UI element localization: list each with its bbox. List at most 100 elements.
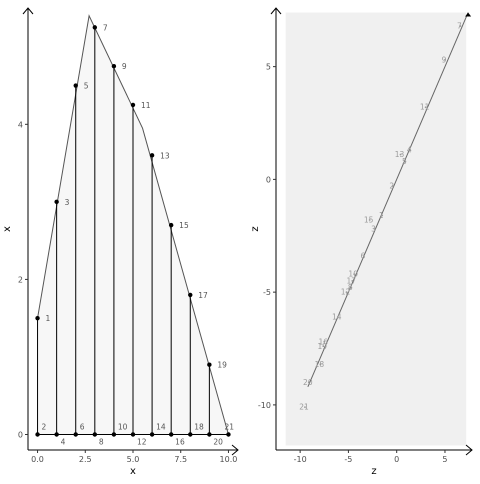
stem-point xyxy=(111,63,117,69)
stem-point-label: 9 xyxy=(122,62,127,71)
stem-point xyxy=(149,153,155,158)
scatter-point xyxy=(381,214,384,217)
scatter-point-label: 20 xyxy=(303,378,313,387)
stem-point xyxy=(54,199,59,205)
right-y-tick-label: 0 xyxy=(266,175,271,184)
scatter-point-label: 5 xyxy=(402,157,407,166)
right-y-tick-label: 5 xyxy=(266,63,271,72)
stem-point-label: 7 xyxy=(103,23,108,32)
baseline-point xyxy=(149,432,155,437)
diagonal-line xyxy=(307,12,469,388)
scatter-point xyxy=(373,228,376,230)
right-x-tick-label: -5 xyxy=(344,455,352,464)
baseline-point xyxy=(226,432,231,437)
stem-point xyxy=(35,315,40,321)
scatter-point xyxy=(362,255,365,257)
right-y-axis-title: z xyxy=(250,226,261,231)
stem-point-label: 11 xyxy=(141,101,151,110)
scatter-point xyxy=(350,286,353,289)
stem-point-label: 15 xyxy=(179,221,189,230)
stem-point-label: 1 xyxy=(46,314,51,323)
baseline-point-label: 8 xyxy=(99,437,104,446)
scatter-point-label: 12 xyxy=(341,288,351,297)
left-y-axis-title: x xyxy=(2,226,13,232)
right-y-tick-label: -5 xyxy=(263,288,271,297)
scatter-point-label: 18 xyxy=(315,360,325,369)
scatter-point-label: 7 xyxy=(457,22,462,31)
scatter-point-label: 13 xyxy=(395,150,405,159)
scatter-point-label: 4 xyxy=(407,146,412,155)
scatter-point-label: 14 xyxy=(332,312,342,321)
scatter-point xyxy=(304,406,306,409)
scatter-point-label: 6 xyxy=(360,252,365,261)
baseline-point xyxy=(73,432,78,437)
baseline-point-label: 12 xyxy=(137,437,147,446)
baseline-point xyxy=(35,432,40,437)
baseline-point xyxy=(130,432,136,437)
scatter-point xyxy=(319,363,322,366)
scatter-point xyxy=(368,219,371,221)
stem-point xyxy=(207,362,212,367)
stem-point-label: 13 xyxy=(160,151,170,160)
scatter-point-label: 10 xyxy=(348,270,358,279)
baseline-point-label: 18 xyxy=(194,422,204,431)
scatter-point xyxy=(345,291,348,294)
left-x-tick-label: 5.0 xyxy=(127,455,140,464)
scatter-point-label: 15 xyxy=(364,215,374,224)
scatter-point xyxy=(323,340,326,343)
baseline-point-label: 6 xyxy=(80,422,85,431)
envelope-line xyxy=(37,14,229,435)
baseline-point-label: 14 xyxy=(156,422,166,431)
left-x-axis-arrow xyxy=(231,444,239,456)
scatter-point xyxy=(391,185,394,188)
scatter-point-label: 9 xyxy=(442,55,447,64)
scatter-point-label: 3 xyxy=(371,225,376,234)
scatter-point xyxy=(353,273,356,276)
left-y-tick-label: 4 xyxy=(18,120,23,129)
stem-point-label: 3 xyxy=(65,198,70,207)
scatter-point xyxy=(424,106,427,109)
left-y-tick-label: 0 xyxy=(18,430,23,439)
stem-point-label: 17 xyxy=(198,291,208,300)
right-x-axis-arrow xyxy=(465,444,473,456)
scatter-point xyxy=(336,316,339,318)
scatter-point xyxy=(459,25,462,27)
stem-point-label: 5 xyxy=(84,82,89,91)
baseline-point xyxy=(168,432,174,437)
left-x-tick-label: 10.0 xyxy=(220,455,238,464)
baseline-point-label: 20 xyxy=(213,437,223,446)
scatter-point-label: 1 xyxy=(379,211,384,220)
scatter-point-label: 16 xyxy=(319,337,329,346)
baseline-point-label: 10 xyxy=(118,422,128,431)
right-y-axis-arrow xyxy=(270,7,282,15)
scatter-point xyxy=(404,160,407,163)
scatter-point-label: 2 xyxy=(389,182,394,191)
scatter-point xyxy=(409,149,412,151)
scatter-point-label: 21 xyxy=(299,403,309,412)
right-x-axis-title: z xyxy=(371,466,376,477)
left-x-tick-label: 7.5 xyxy=(174,455,187,464)
right-x-tick-label: 0 xyxy=(394,455,399,464)
baseline-point xyxy=(92,432,98,437)
left-x-axis-title: x xyxy=(130,466,136,477)
stem-point-label: 19 xyxy=(217,361,227,370)
scatter-point-label: 8 xyxy=(348,283,353,292)
baseline-point xyxy=(54,432,59,437)
left-y-tick-label: 2 xyxy=(18,275,23,284)
scatter-point xyxy=(307,381,310,384)
stem-point xyxy=(92,25,98,30)
scatter-point xyxy=(351,279,354,282)
scatter-point xyxy=(322,345,325,348)
baseline-point-label: 16 xyxy=(175,437,185,446)
left-y-axis-arrow xyxy=(22,7,34,15)
stem-point xyxy=(73,83,78,88)
baseline-point-label: 21 xyxy=(224,422,234,431)
baseline-point-label: 2 xyxy=(42,422,47,431)
left-x-tick-label: 2.5 xyxy=(79,455,92,464)
baseline-point xyxy=(188,432,193,437)
diagonal-line-arrowhead xyxy=(465,12,472,17)
